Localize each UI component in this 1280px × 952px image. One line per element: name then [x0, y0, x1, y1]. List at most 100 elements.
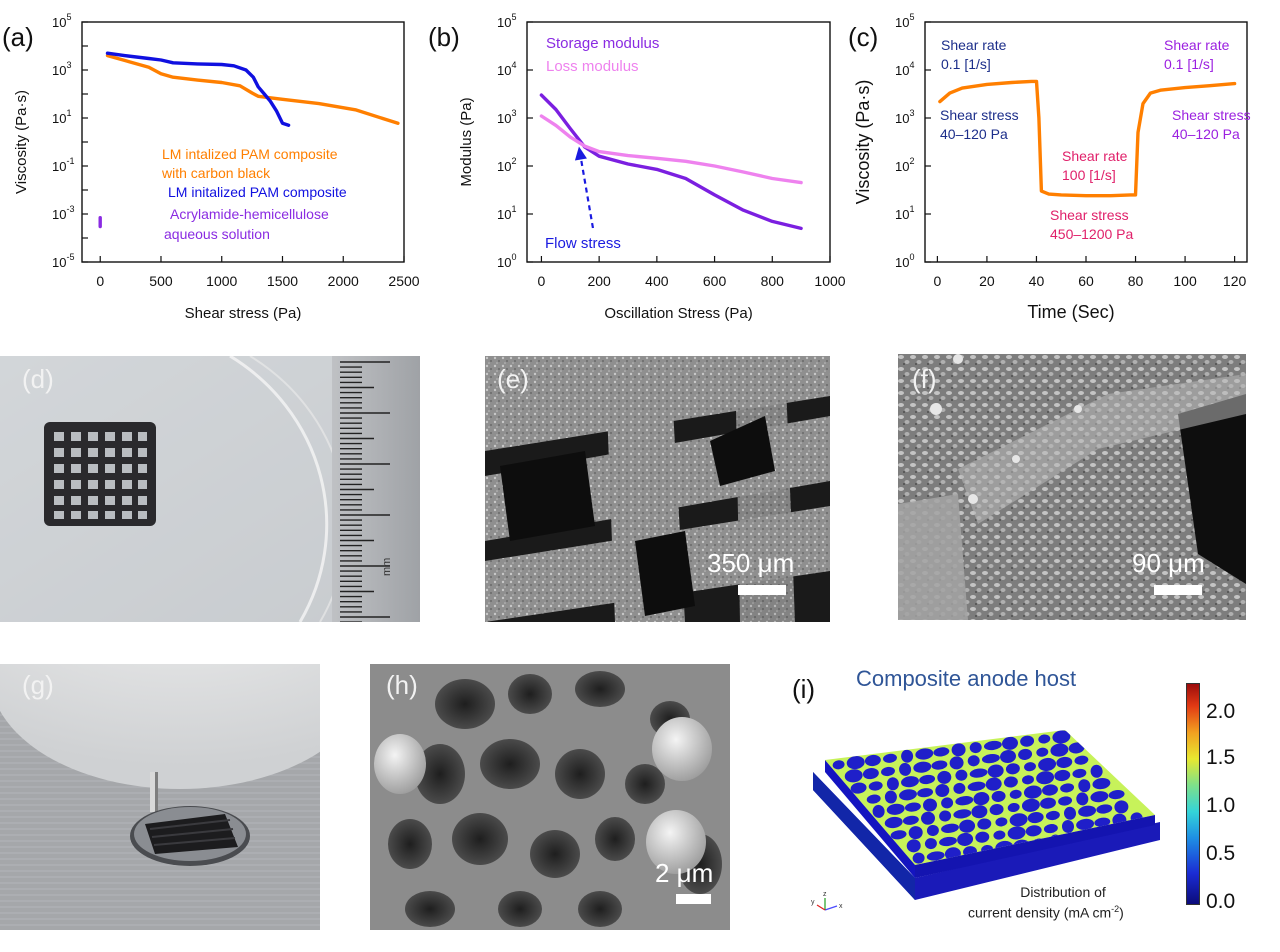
chart-a-xtick-label: 1500: [267, 273, 298, 289]
chart-a-xtick-label: 0: [96, 273, 104, 289]
chart-c-ytick-label: 105: [895, 12, 914, 30]
chart-b-xtick-label: 800: [761, 273, 785, 289]
chart-a-ytick-label: 105: [52, 12, 71, 30]
panel-label-i: (i): [792, 674, 816, 704]
chart-b-ytick-label: 101: [497, 204, 516, 222]
chart-a-xtick-label: 1000: [206, 273, 237, 289]
chart-b-frame: [526, 21, 831, 263]
colorbar-tick-0-5: 0.5: [1206, 842, 1236, 865]
chart-a-legend-entry: with carbon black: [161, 165, 271, 181]
chart-c-xtick-label: 0: [933, 273, 941, 289]
panel-label-g: (g): [22, 670, 54, 700]
chart-a-ytick-label: 10-3: [52, 204, 74, 222]
chart-b-ylabel: Modulus (Pa): [458, 97, 475, 186]
axis-z-label: z: [823, 891, 827, 898]
panel-i-title: Composite anode host: [856, 666, 1077, 691]
scalebar-e: [738, 585, 786, 595]
chart-a-ytick-label: 10-1: [52, 156, 74, 174]
current-density-caption-line1: Distribution of: [1020, 884, 1106, 900]
chart-b-series-1: [539, 114, 803, 185]
chart-a-ylabel: Viscosity (Pa·s): [13, 90, 30, 194]
chart-a-legend-entry: Acrylamide-hemicellulose: [170, 206, 329, 222]
chart-c-ylabel: Viscosity (Pa·s): [853, 80, 873, 205]
caption-line2-text: current density (mA cm: [968, 904, 1112, 921]
chart-a-ytick-label: 103: [52, 60, 71, 78]
chart-b-series-0: [539, 93, 803, 231]
chart-a-ytick-label: 10-5: [52, 252, 74, 270]
chart-c-xtick-label: 60: [1078, 273, 1094, 289]
photo-g-3d-printing: [0, 664, 320, 930]
chart-b-xtick-label: 0: [538, 273, 546, 289]
caption-superscript: -2: [1111, 904, 1120, 914]
chart-c-ytick-label: 104: [895, 60, 914, 78]
colorbar: [1186, 683, 1200, 905]
chart-b-legend-entry: Loss modulus: [546, 58, 639, 75]
chart-c-annotation: 40–120 Pa: [1172, 126, 1240, 142]
chart-c-annotation: 100 [1/s]: [1062, 167, 1116, 183]
panel-label-e: (e): [497, 364, 529, 394]
chart-c-annotation: Shear rate: [1164, 37, 1230, 53]
scalebar-h: [676, 894, 711, 904]
chart-a-legend-entry: aqueous solution: [164, 226, 270, 242]
chart-c-xtick-label: 80: [1128, 273, 1144, 289]
chart-b-xtick-label: 600: [703, 273, 727, 289]
photo-d-printed-lattice: mm: [0, 356, 420, 622]
chart-a-legend-entry: LM intalized PAM composite: [162, 146, 338, 162]
chart-c-ytick-label: 100: [895, 252, 914, 270]
chart-c-xlabel: Time (Sec): [1027, 302, 1114, 322]
chart-b-ytick-label: 100: [497, 252, 516, 270]
chart-c-ytick-label: 103: [895, 108, 914, 126]
chart-a-xtick-label: 500: [149, 273, 173, 289]
chart-a-xtick-label: 2000: [328, 273, 359, 289]
chart-a-series-1: [105, 51, 291, 127]
panel-label-d: (d): [22, 364, 54, 394]
chart-c-annotation: 40–120 Pa: [940, 126, 1008, 142]
sem-image-f: [898, 354, 1246, 620]
chart-c-xtick-label: 120: [1223, 273, 1247, 289]
flow-stress-arrowhead: [574, 146, 587, 161]
chart-b-legend-entry: Storage modulus: [546, 35, 659, 52]
chart-b-ytick-label: 104: [497, 60, 516, 78]
chart-c-annotation: Shear rate: [941, 37, 1007, 53]
chart-b-xtick-label: 1000: [814, 273, 845, 289]
scalebar-label-f: 90 μm: [1132, 548, 1205, 578]
current-density-model: x z y: [811, 730, 1160, 911]
caption-line2-end: ): [1119, 904, 1124, 921]
chart-a-ytick-label: 101: [52, 108, 71, 126]
chart-a-viscosity-vs-shear-stress: 10-5 10-3 10-1 101 103 105 0 500 1000 1500 2000 250…: [13, 12, 420, 322]
chart-b-xtick-label: 200: [587, 273, 611, 289]
panel-label-f: (f): [912, 364, 937, 394]
sem-image-h: [370, 664, 730, 930]
scalebar-f: [1154, 585, 1202, 595]
axis-triad-icon: x z y: [811, 891, 843, 911]
chart-b-flow-stress-annotation: Flow stress: [545, 235, 621, 252]
current-density-caption-line2: current density (mA cm-2): [968, 904, 1124, 921]
chart-b-modulus-vs-oscillation-stress: 100 101 102 103 104 105 0 200 400 600 800 1000 Oscil…: [458, 12, 846, 322]
ruler-unit-label: mm: [381, 558, 393, 576]
chart-a-xtick-label: 2500: [388, 273, 419, 289]
chart-c-xtick-label: 100: [1173, 273, 1197, 289]
chart-a-legend-entry: LM initalized PAM composite: [168, 184, 347, 200]
chart-c-annotation: Shear stress: [940, 107, 1019, 123]
chart-c-series-0: [938, 79, 1237, 198]
panel-label-h: (h): [386, 670, 418, 700]
chart-b-ytick-label: 103: [497, 108, 516, 126]
chart-c-annotation: 0.1 [1/s]: [1164, 56, 1214, 72]
chart-a-series-0: [105, 53, 400, 126]
chart-c-xtick-label: 20: [979, 273, 995, 289]
chart-b-ytick-label: 102: [497, 156, 516, 174]
flow-stress-arrow: [579, 158, 595, 229]
chart-c-annotation: 0.1 [1/s]: [941, 56, 991, 72]
scalebar-label-e: 350 μm: [707, 548, 795, 578]
scalebar-label-h: 2 μm: [655, 858, 714, 888]
chart-c-ytick-label: 101: [895, 204, 914, 222]
chart-b-xlabel: Oscillation Stress (Pa): [604, 305, 752, 322]
chart-c-ytick-label: 102: [895, 156, 914, 174]
chart-a-xlabel: Shear stress (Pa): [185, 305, 302, 322]
chart-c-viscosity-vs-time: 100 101 102 103 104 105 0 20 40 60 80 100 120 Time (S…: [853, 12, 1251, 322]
chart-c-annotation: Shear stress: [1172, 107, 1251, 123]
colorbar-tick-2-0: 2.0: [1206, 700, 1236, 723]
panel-label-a: (a): [2, 22, 34, 52]
axis-x-label: x: [839, 903, 843, 910]
chart-b-xtick-label: 400: [645, 273, 669, 289]
